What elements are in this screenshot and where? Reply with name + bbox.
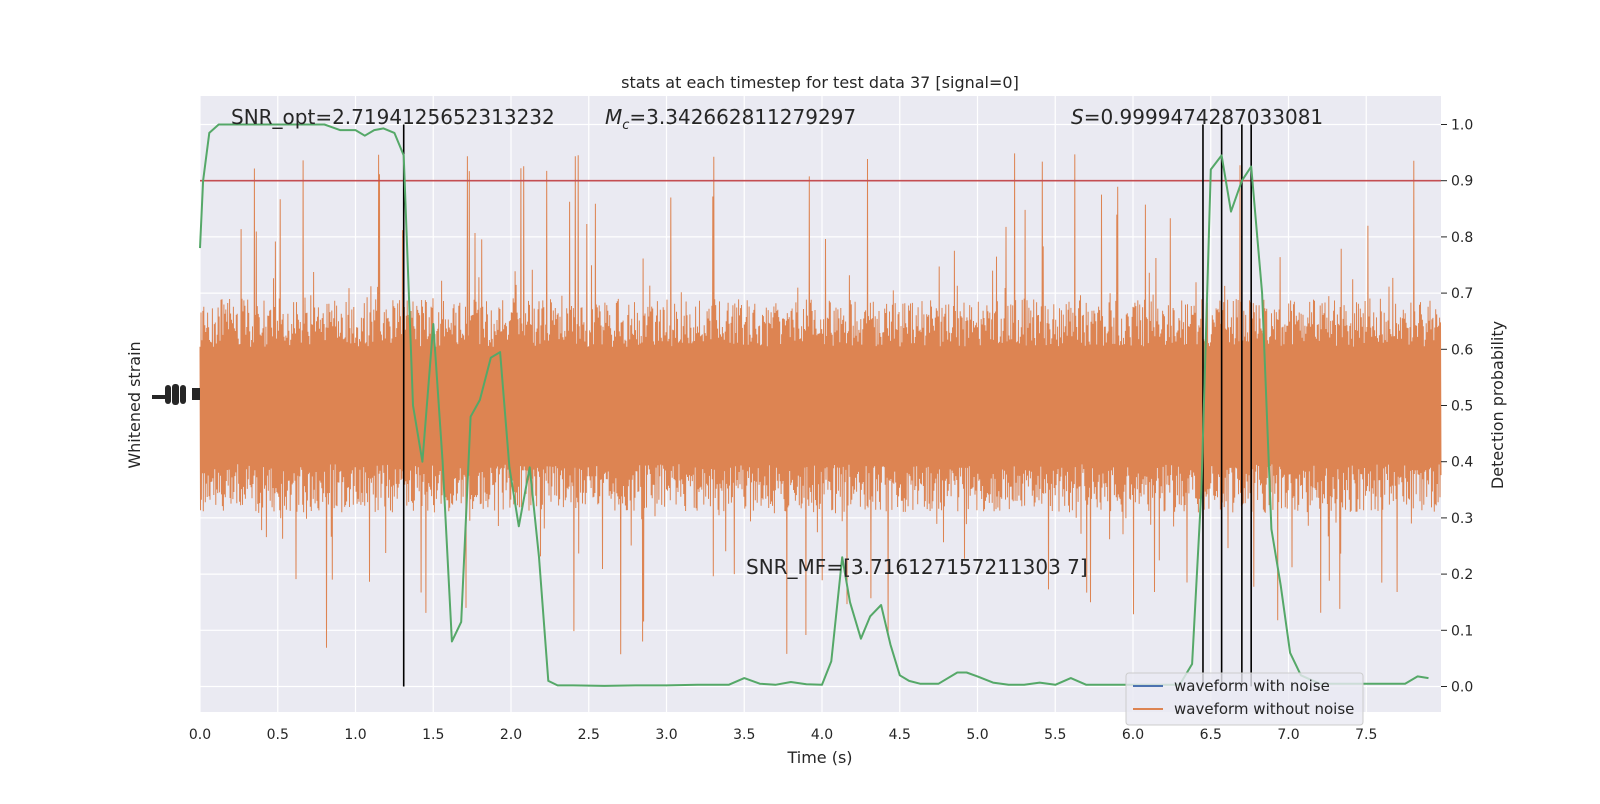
y-tick-label: 0.1 (1451, 623, 1473, 639)
s-symbol: S (1071, 105, 1084, 129)
x-tick-label: 4.5 (889, 727, 911, 743)
y-tick-label: 0.3 (1451, 511, 1473, 527)
y-tick-label: 0.7 (1451, 286, 1473, 302)
y-axis-right-label: Detection probability (1488, 321, 1507, 489)
x-tick-label: 0.0 (189, 727, 211, 743)
s-value: =0.9999474287033081 (1084, 105, 1323, 129)
x-tick-label: 1.0 (344, 727, 366, 743)
detection-probability-layer (199, 123, 1429, 687)
x-tick-label: 7.5 (1355, 727, 1377, 743)
left-axis-ticks (152, 384, 200, 405)
x-tick-label: 3.5 (733, 727, 755, 743)
x-tick-label: 2.0 (500, 727, 522, 743)
y-tick-label: 0.0 (1451, 680, 1473, 696)
x-tick-label: 2.5 (578, 727, 600, 743)
legend: waveform with noise waveform without noi… (1125, 672, 1364, 726)
waveform-without-noise-series (199, 153, 1442, 655)
snr-mf-annotation: SNR_MF=[3.716127157211303 7] (746, 555, 1088, 579)
x-tick-label: 5.5 (1044, 727, 1066, 743)
y-tick-label: 0.2 (1451, 567, 1473, 583)
mc-symbol: M (605, 105, 622, 129)
y-tick-label: 0.4 (1451, 455, 1473, 471)
legend-box (1125, 672, 1364, 726)
x-tick-label: 4.0 (811, 727, 833, 743)
mc-subscript: c (622, 118, 629, 133)
y-axis-left-label: Whitened strain (125, 341, 144, 468)
legend-label-with-noise: waveform with noise (1174, 677, 1330, 695)
waveform-without-noise-line (199, 153, 1442, 655)
s-annotation: S=0.9999474287033081 (1071, 105, 1323, 129)
tick-labels: 0.0 0.5 1.0 1.5 2.0 2.5 3.0 3.5 4.0 4.5 5.0 5.5 6.0 6… (189, 118, 1473, 744)
x-tick-label: 5.0 (966, 727, 988, 743)
detection-probability-line (199, 123, 1429, 687)
chart-title: stats at each timestep for test data 37 … (621, 73, 1019, 92)
y-tick-label: 0.9 (1451, 174, 1473, 190)
mc-value: =3.342662811279297 (629, 105, 856, 129)
x-tick-label: 6.0 (1122, 727, 1144, 743)
x-axis-label: Time (s) (786, 748, 852, 767)
x-tick-label: 0.5 (267, 727, 289, 743)
y-tick-label: 1.0 (1451, 118, 1473, 134)
legend-label-without-noise: waveform without noise (1174, 700, 1354, 718)
x-tick-label: 3.0 (655, 727, 677, 743)
snr-opt-annotation: SNR_opt=2.7194125652313232 (231, 105, 555, 129)
y-tick-label: 0.8 (1451, 230, 1473, 246)
x-tick-label: 7.0 (1277, 727, 1299, 743)
x-tick-label: 1.5 (422, 727, 444, 743)
x-tick-label: 6.5 (1200, 727, 1222, 743)
y-tick-label: 0.6 (1451, 342, 1473, 358)
y-tick-label: 0.5 (1451, 399, 1473, 415)
mc-annotation: Mc=3.342662811279297 (605, 105, 856, 133)
